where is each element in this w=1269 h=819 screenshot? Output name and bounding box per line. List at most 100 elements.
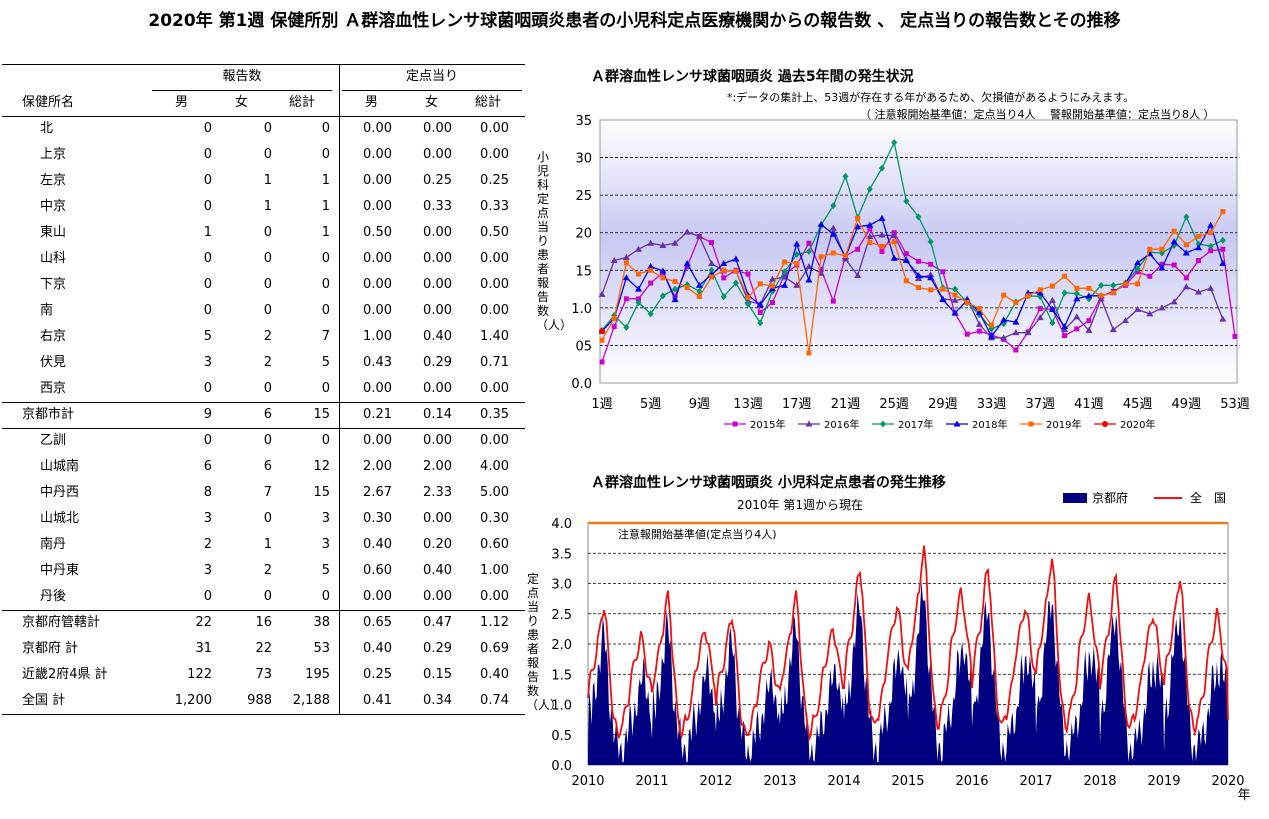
cell-f: 988 (247, 693, 272, 708)
chart1-point (1097, 295, 1105, 302)
chart1-point (1098, 281, 1105, 289)
chart1-point (636, 296, 642, 302)
cell-f: 2 (263, 329, 272, 344)
row-name: 山城南 (40, 459, 80, 474)
chart1-point (659, 241, 667, 248)
chart1-point (1109, 326, 1117, 333)
cell-pt: 0.00 (480, 433, 509, 448)
chart1-point (927, 271, 935, 278)
chart1-point (1036, 314, 1044, 321)
cell-pt: 0.25 (480, 173, 509, 188)
chart2-y-tick-label: 1.0 (551, 699, 572, 714)
chart1-point (635, 285, 643, 292)
chart1-point (805, 276, 813, 283)
chart1-y-tick-label: 35 (575, 114, 592, 129)
chart1-point (1207, 221, 1215, 228)
table-row: 中丹東 3 2 5 0.60 0.40 1.00 (2, 558, 525, 584)
chart1-point (647, 263, 655, 270)
chart1-point (1049, 319, 1056, 327)
chart1-point (927, 274, 935, 281)
cell-m: 0 (203, 121, 212, 136)
chart1-point (757, 281, 763, 287)
chart1-point (1147, 246, 1153, 252)
chart1-point (1098, 293, 1104, 299)
cell-t: 0 (321, 303, 330, 318)
chart1-point (1170, 298, 1178, 305)
chart2-x-tick-label: 2011 (635, 774, 668, 789)
chart2-title: Ａ群溶血性レンサ球菌咽頭炎 小児科定点患者の発生推移 (591, 475, 946, 491)
cell-t: 53 (313, 641, 330, 656)
cell-pm: 0.40 (363, 641, 392, 656)
chart1-point (721, 267, 727, 273)
chart2-y-tick-label: 0.0 (551, 759, 572, 774)
chart1-point (709, 274, 715, 280)
row-name: 京都市計 (22, 407, 75, 422)
group-rule-reports (152, 90, 332, 91)
table-row: 南 0 0 0 0.00 0.00 0.00 (2, 298, 525, 324)
table-row: 近畿2府4県 計 122 73 195 0.25 0.15 0.40 (2, 662, 525, 688)
chart1-x-tick-label: 45週 (1123, 397, 1153, 412)
cell-m: 3 (203, 511, 212, 526)
chart1-point (1207, 284, 1215, 291)
cell-m: 0 (203, 199, 212, 214)
chart1-point (829, 224, 837, 231)
col-header-pf: 女 (425, 95, 439, 110)
row-name: 中丹東 (40, 563, 80, 578)
chart1-point (806, 240, 812, 246)
chart1-point (988, 332, 996, 339)
row-name: 京都府 計 (22, 641, 79, 656)
chart1-point (733, 268, 739, 274)
chart2-kyoto-area (588, 580, 1228, 765)
chart1-y-tick-label: 05 (575, 339, 592, 354)
chart1-point (866, 232, 874, 239)
chart1-point (782, 259, 788, 265)
cell-pf: 0.15 (423, 667, 452, 682)
cell-t: 1 (321, 173, 330, 188)
chart1-point (611, 315, 617, 321)
chart1-point (1232, 333, 1238, 339)
chart1-point (732, 279, 739, 287)
chart1-x-tick-label: 37週 (1025, 397, 1055, 412)
chart1-point (1171, 228, 1177, 234)
chart2-x-tick-label: 2015 (891, 774, 924, 789)
chart1-point (1012, 318, 1020, 325)
chart1-legend-label: 2015年 (750, 418, 785, 431)
cell-pt: 0.60 (480, 537, 509, 552)
chart1-point (696, 294, 702, 300)
table-top-rule (2, 64, 525, 65)
cell-pf: 0.34 (423, 693, 452, 708)
col-header-total: 総計 (289, 95, 316, 110)
chart2-legend-kyoto-label: 京都府 (1092, 490, 1128, 505)
table-row: 中京 0 1 1 0.00 0.33 0.33 (2, 194, 525, 220)
chart1-point (1220, 246, 1226, 252)
cell-pf: 0.00 (423, 225, 452, 240)
cell-pt: 1.12 (480, 615, 509, 630)
chart1-note-missing: *:データの集計上、53週が存在する年があるため、欠損値があるようにみえます。 (727, 91, 1135, 104)
chart1-point (1073, 313, 1081, 320)
chart1-point (695, 232, 703, 239)
row-name: 山科 (40, 251, 67, 266)
cell-f: 6 (263, 459, 272, 474)
chart1-point (854, 223, 862, 230)
cell-pt: 0.69 (480, 641, 509, 656)
chart1-point (1061, 326, 1069, 333)
chart1-point (1159, 246, 1165, 252)
chart1-point (1086, 318, 1092, 324)
chart1-legend-label: 2018年 (972, 418, 1007, 431)
cell-pf: 0.00 (423, 251, 452, 266)
chart1-point (1158, 264, 1166, 271)
chart1-point (842, 172, 849, 180)
chart1-point (1182, 249, 1190, 256)
cell-pf: 0.00 (423, 433, 452, 448)
chart1-point (684, 285, 690, 291)
chart1-point (878, 214, 886, 221)
chart1-point (817, 220, 825, 227)
chart1-point (1183, 213, 1190, 221)
cell-m: 0 (203, 277, 212, 292)
chart1-point (709, 239, 715, 245)
chart1-point (1195, 258, 1201, 264)
chart1-point (878, 231, 886, 238)
cell-pm: 0.60 (363, 563, 392, 578)
chart2-x-tick-label: 2012 (699, 774, 732, 789)
cell-f: 0 (263, 121, 272, 136)
